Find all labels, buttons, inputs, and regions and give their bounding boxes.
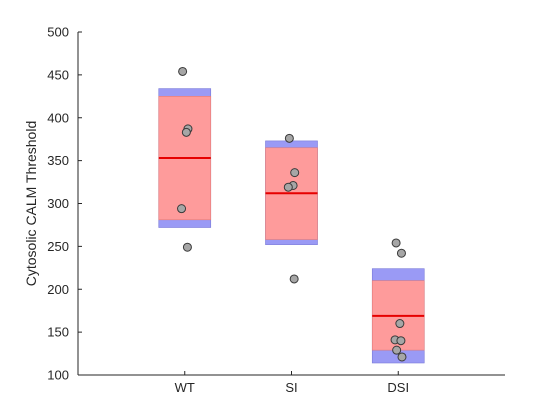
y-ticks: 100 150 200 250 300 350 400 450 500	[47, 25, 82, 383]
y-tick-label: 150	[47, 325, 69, 340]
data-point-si	[285, 134, 293, 142]
x-tick-label: SI	[285, 380, 297, 395]
y-tick-label: 250	[47, 239, 69, 254]
y-axis-title: Cytosolic CALM Threshold	[23, 121, 39, 286]
bands-layer	[159, 89, 425, 363]
data-point-wt	[178, 205, 186, 213]
data-point-si	[291, 169, 299, 177]
y-tick-label: 400	[47, 110, 69, 125]
y-tick-label: 200	[47, 282, 69, 297]
y-tick-label: 500	[47, 25, 69, 40]
y-tick-label: 300	[47, 196, 69, 211]
data-point-dsi	[398, 353, 406, 361]
data-point-dsi	[393, 346, 401, 354]
data-point-dsi	[397, 249, 405, 257]
y-tick-label: 100	[47, 368, 69, 383]
data-point-wt	[182, 128, 190, 136]
data-point-si	[290, 275, 298, 283]
data-point-wt	[179, 67, 187, 75]
data-point-dsi	[392, 239, 400, 247]
y-tick-label: 450	[47, 67, 69, 82]
x-tick-label: DSI	[387, 380, 409, 395]
data-point-dsi	[397, 337, 405, 345]
y-tick-label: 350	[47, 153, 69, 168]
data-point-si	[284, 183, 292, 191]
data-point-wt	[183, 243, 191, 251]
data-point-dsi	[396, 320, 404, 328]
x-tick-label: WT	[175, 380, 195, 395]
